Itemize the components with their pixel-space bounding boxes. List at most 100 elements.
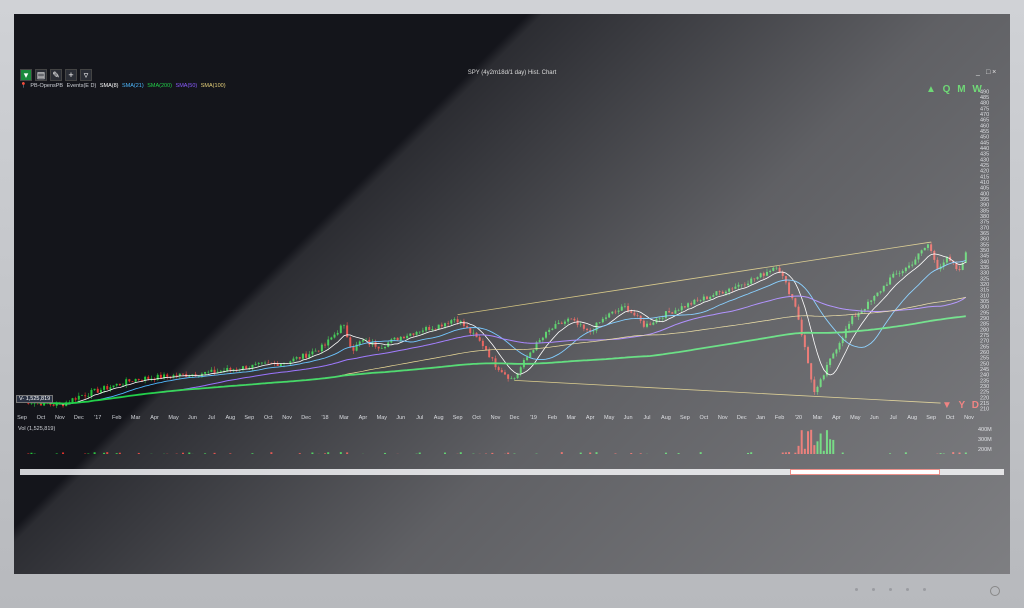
x-tick-label: Mar	[339, 415, 349, 421]
candle-body	[181, 373, 184, 375]
price-chart[interactable]: 4904854804754704654604554504454404354304…	[14, 14, 1010, 454]
candle-body	[128, 379, 131, 382]
candle-body	[175, 375, 178, 377]
candle-body	[330, 337, 333, 340]
x-tick-label: Jan	[756, 415, 765, 421]
candle-body	[226, 368, 229, 371]
candle-body	[570, 318, 573, 320]
monitor-button[interactable]	[923, 588, 926, 591]
candle-body	[920, 250, 923, 254]
candle-body	[582, 324, 585, 329]
time-scrollbar[interactable]	[20, 469, 1004, 475]
candle-body	[251, 364, 254, 368]
crosshair-icon[interactable]: +	[65, 69, 77, 81]
candle-body	[49, 403, 52, 405]
page-icon[interactable]: ▤	[35, 69, 47, 81]
power-button[interactable]	[990, 586, 1000, 596]
candle-body	[576, 320, 579, 325]
candle-body	[807, 347, 810, 364]
candle-body	[652, 322, 655, 325]
candle-body	[39, 402, 42, 406]
candle-body	[324, 344, 327, 346]
candle-body	[87, 395, 90, 397]
y-tick-label: 300	[980, 305, 989, 311]
y-tick-label: 335	[980, 265, 989, 271]
candle-body	[472, 332, 475, 334]
lower-trendline	[514, 379, 941, 404]
candle-body	[825, 364, 828, 376]
volume-bar	[813, 445, 816, 454]
candle-body	[829, 358, 832, 365]
candle-body	[866, 301, 869, 309]
candle-body	[664, 311, 667, 318]
candle-body	[633, 312, 636, 316]
legend-item[interactable]: SMA(100)	[200, 83, 226, 89]
chevron-down-icon[interactable]: ▿	[80, 69, 92, 81]
candle-body	[188, 375, 191, 377]
volume-tick-label: 200M	[978, 447, 992, 453]
legend-item[interactable]: SMA(8)	[99, 83, 119, 89]
candle-body	[740, 284, 743, 286]
candle-body	[384, 346, 387, 349]
candle-body	[822, 375, 825, 380]
candle-body	[917, 253, 920, 260]
candle-body	[295, 357, 298, 359]
candle-body	[649, 323, 652, 325]
scrollbar-thumb[interactable]	[790, 469, 940, 475]
x-tick-label: Nov	[282, 415, 292, 421]
x-tick-label: Apr	[359, 415, 368, 421]
legend-item[interactable]: SMA(21)	[122, 83, 144, 89]
candle-body	[873, 295, 876, 301]
volume-bar	[939, 453, 942, 454]
shield-icon[interactable]: ▾	[20, 69, 32, 81]
monitor-buttons	[855, 588, 926, 591]
volume-bar	[825, 430, 828, 454]
period-buttons-bottom[interactable]: ▼ Y D	[942, 400, 981, 411]
y-tick-label: 480	[980, 101, 989, 107]
candle-body	[813, 379, 816, 393]
monitor-button[interactable]	[855, 588, 858, 591]
candle-body	[835, 349, 838, 354]
candle-body	[317, 350, 320, 352]
candle-body	[333, 334, 336, 338]
volume-bar	[229, 453, 232, 454]
candle-body	[952, 260, 955, 264]
y-tick-label: 370	[980, 225, 989, 231]
monitor-button[interactable]	[906, 588, 909, 591]
legend-item[interactable]: SMA(200)	[147, 83, 172, 89]
x-tick-label: Nov	[55, 415, 65, 421]
candle-body	[747, 283, 750, 286]
x-tick-label: Dec	[510, 415, 520, 421]
candle-body	[526, 357, 529, 361]
y-tick-label: 490	[980, 89, 989, 95]
volume-bar	[324, 453, 327, 454]
candle-body	[210, 369, 213, 372]
legend-item[interactable]: PB-OpensPB	[30, 83, 64, 89]
candle-body	[636, 315, 639, 316]
minimize-button[interactable]: _	[976, 69, 980, 76]
candle-body	[769, 270, 772, 272]
volume-bar	[118, 452, 121, 454]
x-tick-label: Apr	[150, 415, 159, 421]
candle-body	[680, 306, 683, 311]
chart-window: ▾ ▤ ✎ + ▿ SPY (4y2m18d/1 day) Hist. Char…	[14, 14, 1010, 574]
monitor-button[interactable]	[872, 588, 875, 591]
volume-bar	[204, 453, 207, 454]
pin-icon[interactable]: 📍	[20, 83, 27, 89]
x-tick-label: May	[377, 415, 388, 421]
volume-bar	[55, 453, 58, 454]
candle-body	[560, 322, 563, 324]
x-tick-label: Jul	[208, 415, 215, 421]
candle-body	[131, 381, 134, 382]
monitor-button[interactable]	[889, 588, 892, 591]
y-tick-label: 225	[980, 390, 989, 396]
volume-bar	[27, 453, 30, 454]
close-button[interactable]: □ ×	[986, 69, 997, 76]
legend-item[interactable]: Events(E D)	[66, 83, 97, 89]
legend-item[interactable]: SMA(50)	[175, 83, 198, 89]
candle-body	[292, 358, 295, 362]
draw-tool-icon[interactable]: ✎	[50, 69, 62, 81]
candle-body	[144, 376, 147, 381]
period-buttons-top[interactable]: ▲ Q M W	[926, 84, 984, 95]
x-tick-label: Nov	[718, 415, 728, 421]
